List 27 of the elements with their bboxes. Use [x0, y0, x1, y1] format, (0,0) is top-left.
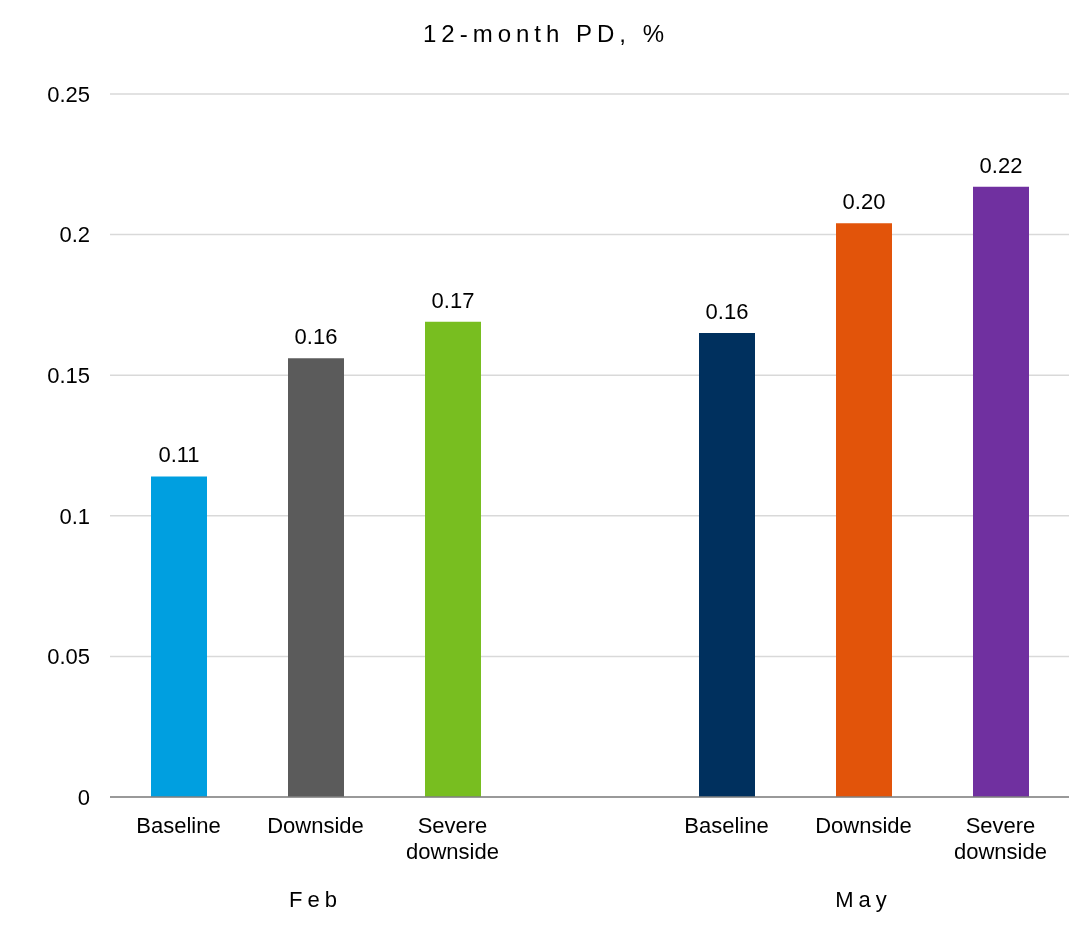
- x-tick-label: Severe downside: [406, 813, 499, 864]
- data-label: 0.17: [431, 287, 475, 313]
- data-label: 0.20: [842, 189, 886, 215]
- y-tick-label: 0.15: [47, 363, 90, 389]
- data-label: 0.16: [294, 324, 338, 350]
- bar: [425, 321, 481, 797]
- x-tick-label: Baseline: [136, 813, 221, 838]
- bar: [288, 358, 344, 797]
- x-tick-label: Baseline: [684, 813, 769, 838]
- data-label: 0.11: [158, 442, 200, 468]
- x-tick-label: Downside: [815, 813, 912, 838]
- chart-title: 12-month PD, %: [421, 20, 671, 48]
- y-tick-label: 0.1: [59, 503, 90, 529]
- bar: [973, 186, 1029, 797]
- y-tick-label: 0.2: [59, 222, 90, 248]
- text: May: [834, 887, 893, 913]
- y-tick-label: 0.05: [47, 644, 90, 670]
- bar: [151, 476, 207, 797]
- y-tick-label: 0.25: [47, 81, 90, 107]
- x-tick-label: Severe downside: [954, 813, 1047, 864]
- y-tick-label: 0: [77, 784, 90, 810]
- data-label: 0.16: [705, 299, 749, 325]
- x-tick-label: Downside: [267, 813, 364, 838]
- bar: [836, 223, 892, 797]
- bar: [699, 333, 755, 797]
- data-label: 0.22: [979, 152, 1023, 178]
- text: Feb: [288, 887, 343, 913]
